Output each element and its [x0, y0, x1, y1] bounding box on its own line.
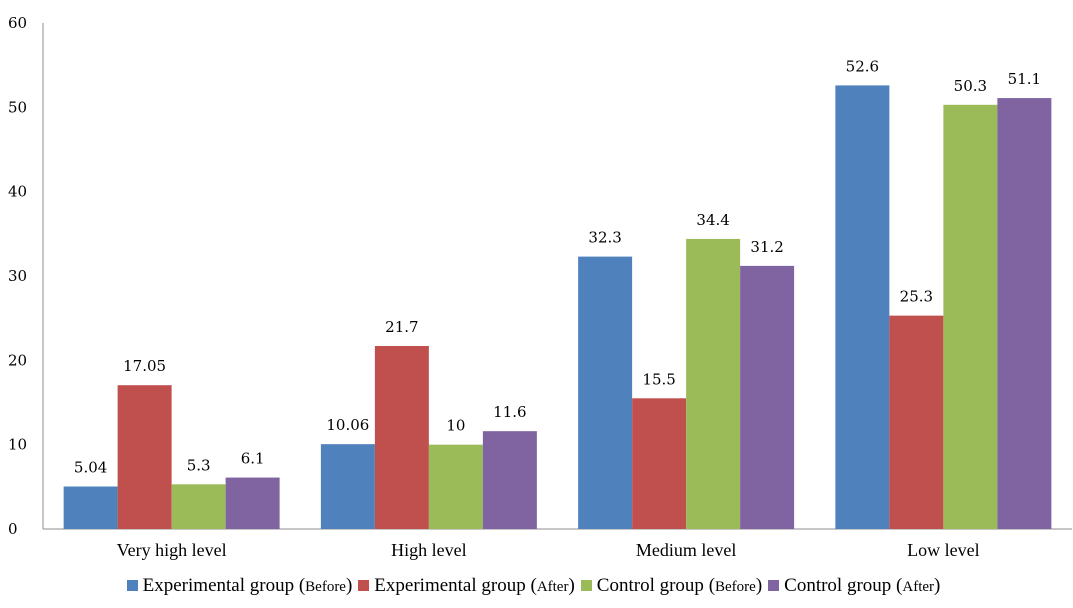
bar [117, 385, 172, 529]
bar [225, 477, 280, 529]
x-category-label: Low level [907, 540, 979, 560]
chart-data-labels: 5.04 17.05 5.3 6.1 10.06 21.7 10 11.6 32.3 15.5 34… [74, 57, 1041, 476]
legend-qualifier: (Before) [298, 575, 353, 596]
legend-label: Experimental group [374, 575, 531, 596]
y-tick-label: 20 [8, 351, 27, 369]
bar-value-label: 34.4 [696, 211, 729, 229]
bar-value-label: 21.7 [385, 318, 418, 336]
legend-item: Control group (After) [768, 575, 940, 597]
legend-qualifier: (After) [896, 575, 941, 596]
chart-legend: Experimental group (Before) Experimental … [0, 575, 1073, 597]
bar [943, 104, 998, 529]
bar [63, 486, 118, 529]
bar-value-label: 52.6 [846, 57, 879, 75]
bar-value-label: 15.5 [642, 370, 675, 388]
bar-value-label: 6.1 [241, 450, 265, 468]
y-tick-label: 30 [8, 267, 27, 285]
bar [578, 256, 633, 529]
bar-value-label: 50.3 [954, 77, 987, 95]
x-category-label: High level [391, 540, 466, 560]
y-tick-label: 50 [8, 98, 27, 116]
legend-qualifier: (Before) [708, 575, 763, 596]
bar-value-label: 51.1 [1008, 70, 1041, 88]
bar-value-label: 10 [446, 417, 465, 435]
bar [374, 345, 429, 529]
bar [997, 98, 1052, 529]
chart-bars [63, 85, 1052, 530]
legend-label: Experimental group [142, 575, 299, 596]
bar-value-label: 32.3 [588, 229, 621, 247]
chart-axes: 0 10 20 30 40 50 60 Very high level High level Me… [8, 14, 1072, 560]
y-tick-label: 60 [8, 14, 27, 32]
legend-swatch [358, 580, 370, 591]
legend-item: Experimental group (After) [358, 575, 575, 597]
bar-value-label: 25.3 [900, 288, 933, 306]
y-tick-label: 10 [8, 436, 27, 454]
legend-label: Control group [596, 575, 709, 596]
bar-value-label: 17.05 [123, 357, 166, 375]
bar-value-label: 5.3 [187, 456, 211, 474]
x-category-label: Very high level [117, 540, 227, 560]
bar [835, 85, 890, 529]
x-category-label: Medium level [636, 540, 736, 560]
legend-label: Control group [784, 575, 897, 596]
bar-value-label: 10.06 [326, 416, 369, 434]
bar-value-label: 11.6 [493, 403, 526, 421]
bar-value-label: 31.2 [750, 238, 783, 256]
bar [320, 444, 375, 529]
bar [740, 265, 795, 529]
legend-swatch [768, 580, 780, 591]
bar [428, 444, 483, 529]
bar [686, 238, 741, 530]
legend-swatch [580, 580, 592, 591]
legend-item: Experimental group (Before) [126, 575, 353, 597]
bar [889, 315, 944, 529]
bar [171, 484, 226, 529]
legend-qualifier: (After) [530, 575, 575, 596]
y-tick-label: 0 [8, 520, 18, 538]
legend-swatch [126, 580, 138, 591]
y-tick-label: 40 [8, 183, 27, 201]
bar [632, 398, 687, 529]
bar [482, 431, 537, 529]
bar-value-label: 5.04 [74, 458, 107, 476]
legend-item: Control group (Before) [580, 575, 763, 597]
